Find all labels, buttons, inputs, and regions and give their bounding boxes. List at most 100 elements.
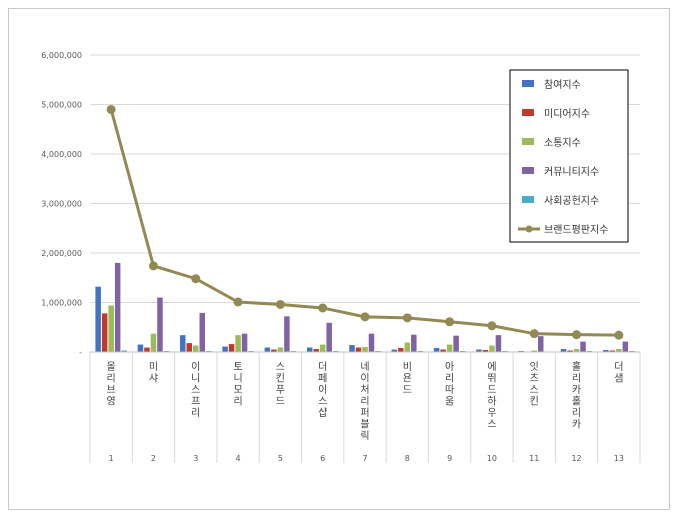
bar-소통지수	[446, 344, 453, 352]
bar-커뮤니티지수	[326, 322, 332, 352]
category-index: 7	[362, 454, 367, 463]
bar-커뮤니티지수	[284, 316, 290, 352]
bar-소통지수	[277, 347, 284, 352]
bar-미디어지수	[271, 349, 277, 352]
legend-label: 미디어지수	[544, 108, 590, 120]
bar-참여지수	[476, 349, 482, 352]
bar-커뮤니티지수	[453, 335, 459, 352]
bar-소통지수	[531, 350, 537, 352]
bar-참여지수	[264, 347, 271, 352]
category-index: 4	[236, 454, 241, 463]
line-point	[233, 297, 243, 307]
bar-커뮤니티지수	[537, 336, 544, 352]
bar-참여지수	[95, 286, 101, 352]
bar-커뮤니티지수	[114, 262, 121, 352]
bar-참여지수	[603, 350, 609, 352]
category-index: 9	[447, 454, 452, 463]
line-point	[318, 303, 328, 313]
bar-소통지수	[150, 333, 157, 352]
line-point	[402, 313, 412, 323]
category-index: 1	[109, 454, 114, 463]
y-tick-label: 1,000,000	[41, 299, 82, 308]
legend-box	[509, 69, 629, 243]
bar-미디어지수	[101, 313, 108, 352]
bar-소통지수	[573, 349, 580, 352]
legend-swatch	[522, 109, 534, 116]
bar-미디어지수	[398, 348, 404, 352]
bars-layer	[95, 262, 635, 352]
bar-참여지수	[222, 346, 228, 352]
bar-참여지수	[391, 349, 398, 352]
legend-label: 소통지수	[544, 137, 581, 149]
gridlines	[90, 54, 640, 303]
legend-swatch	[522, 138, 534, 145]
bar-미디어지수	[144, 347, 150, 352]
bar-참여지수	[433, 348, 440, 352]
bar-참여지수	[306, 347, 313, 352]
y-tick-label: -	[79, 348, 82, 357]
bar-커뮤니티지수	[241, 333, 248, 352]
line-point	[191, 274, 201, 284]
bar-미디어지수	[482, 350, 489, 352]
bar-커뮤니티지수	[368, 333, 375, 352]
bar-참여지수	[180, 335, 186, 352]
line-point	[487, 321, 497, 331]
line-layer	[106, 104, 624, 340]
bar-사회공헌지수	[121, 350, 127, 352]
category-index: 12	[571, 454, 581, 463]
bar-커뮤니티지수	[199, 312, 206, 352]
bar-미디어지수	[355, 347, 362, 352]
y-tick-label: 2,000,000	[41, 249, 82, 258]
bar-소통지수	[235, 335, 241, 352]
y-tick-label: 6,000,000	[41, 51, 82, 60]
x-axis: 올 리 브 영 1 미 샤 2 이 니 스 프 리 3 토 니 모 리 4 스 킨 푸 드 5 더 페 이 스 샵 6 네 이 처 리 퍼 블 릭 7 비 욘…	[89, 351, 641, 463]
line-point	[148, 261, 158, 271]
line-point	[360, 312, 370, 322]
bar-소통지수	[404, 342, 411, 352]
category-index: 3	[193, 454, 198, 463]
bar-미디어지수	[440, 349, 446, 352]
y-tick-label: 5,000,000	[41, 101, 82, 110]
y-tick-label: 3,000,000	[41, 200, 82, 209]
line-point	[275, 299, 285, 309]
line-point	[614, 330, 624, 340]
legend-label: 브랜드평판지수	[544, 224, 608, 236]
category-index: 6	[320, 454, 325, 463]
legend-label: 사회공헌지수	[544, 195, 599, 207]
line-point	[572, 330, 582, 340]
bar-참여지수	[349, 345, 355, 352]
bar-커뮤니티지수	[495, 335, 502, 352]
bar-미디어지수	[567, 350, 573, 352]
legend-swatch	[522, 196, 534, 203]
bar-소통지수	[362, 347, 368, 352]
line-point	[106, 104, 116, 114]
bar-소통지수	[489, 345, 495, 352]
bar-커뮤니티지수	[622, 341, 629, 352]
bar-소통지수	[193, 345, 199, 352]
bar-소통지수	[319, 344, 326, 352]
bar-미디어지수	[186, 343, 193, 352]
bar-미디어지수	[609, 350, 616, 352]
bar-커뮤니티지수	[157, 297, 163, 352]
line-point	[529, 329, 539, 339]
category-index: 13	[614, 454, 624, 463]
bar-커뮤니티지수	[411, 334, 417, 352]
legend-label: 커뮤니티지수	[544, 166, 599, 178]
bar-소통지수	[616, 349, 622, 352]
bar-미디어지수	[228, 344, 235, 352]
bar-커뮤니티지수	[580, 341, 586, 352]
bar-참여지수	[560, 349, 567, 352]
category-index: 5	[278, 454, 283, 463]
